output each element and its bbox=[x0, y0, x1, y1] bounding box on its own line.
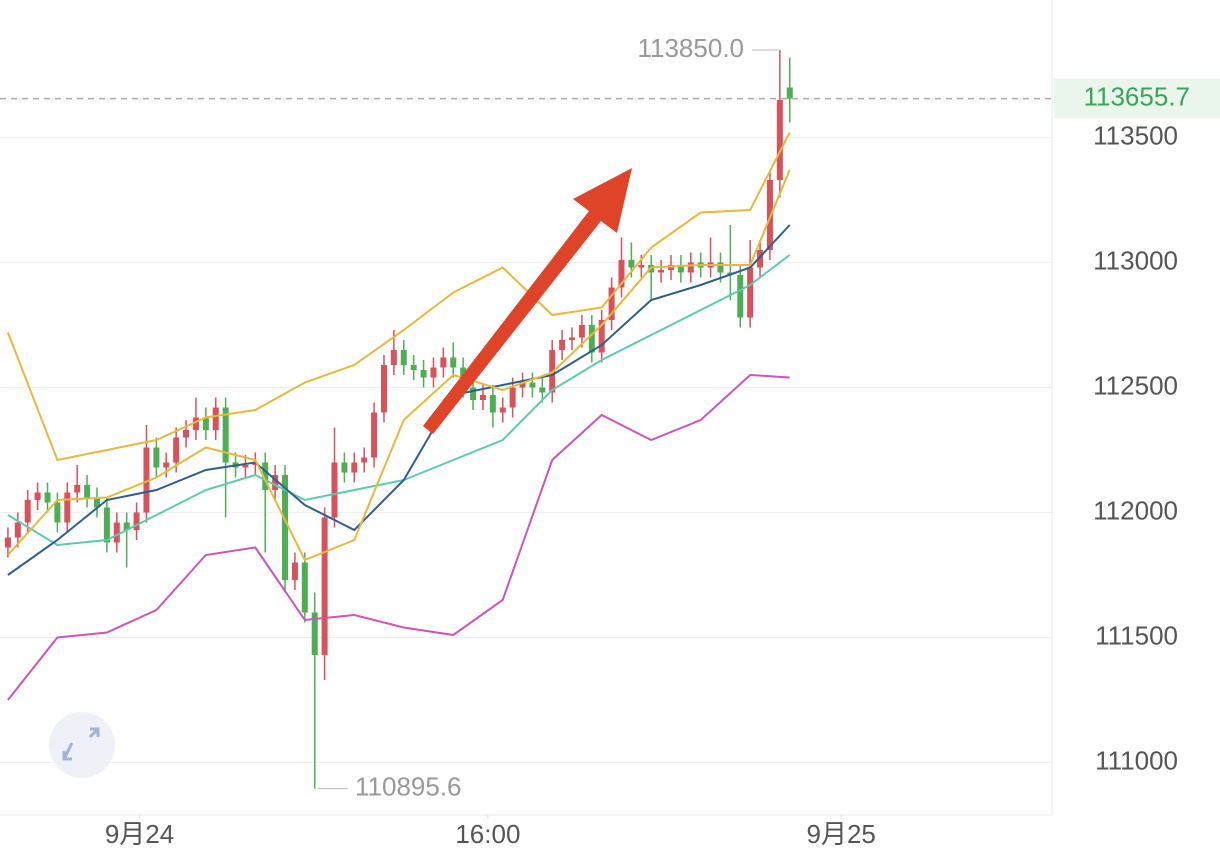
y-tick-label: 112000 bbox=[1093, 495, 1178, 525]
candle-body bbox=[747, 267, 754, 318]
candle-body bbox=[509, 387, 516, 408]
candle-body bbox=[262, 462, 269, 490]
candle-body bbox=[242, 465, 249, 468]
indicator-line bbox=[7, 254, 791, 547]
indicator-line bbox=[7, 224, 791, 576]
candle-body bbox=[588, 325, 595, 353]
candle-body bbox=[54, 502, 61, 523]
x-tick-label: 9月24 bbox=[105, 819, 174, 849]
trend-arrow bbox=[423, 168, 632, 434]
candle-body bbox=[351, 462, 358, 473]
candle-body bbox=[737, 275, 744, 318]
candle-body bbox=[430, 367, 437, 378]
y-tick-label: 112500 bbox=[1093, 370, 1178, 400]
candle-body bbox=[93, 497, 100, 508]
candle-body bbox=[470, 387, 477, 400]
candle-body bbox=[4, 537, 11, 548]
y-tick-label: 111000 bbox=[1095, 745, 1178, 775]
candle-body bbox=[163, 462, 170, 468]
candle-body bbox=[331, 462, 338, 518]
candle-body bbox=[84, 485, 91, 498]
candle-body bbox=[103, 507, 110, 543]
candle-body bbox=[192, 417, 199, 430]
candle-body bbox=[578, 325, 585, 338]
candle-body bbox=[24, 500, 31, 523]
candle-body bbox=[64, 492, 71, 523]
last-price-label: 113655.7 bbox=[1083, 81, 1190, 111]
candle-body bbox=[608, 287, 615, 320]
candle-body bbox=[757, 250, 764, 268]
candle-body bbox=[380, 365, 387, 413]
candle-body bbox=[717, 262, 724, 273]
candle-body bbox=[311, 612, 318, 655]
candle-body bbox=[618, 260, 625, 288]
candle-body bbox=[183, 430, 190, 438]
candle-body bbox=[34, 492, 41, 500]
indicator-line bbox=[7, 373, 790, 701]
y-tick-label: 111500 bbox=[1095, 620, 1178, 650]
candle-body bbox=[272, 475, 279, 490]
candle-body bbox=[143, 447, 150, 513]
candle-body bbox=[371, 412, 378, 458]
candle-body bbox=[529, 382, 536, 388]
high-label: 113850.0 bbox=[637, 33, 744, 63]
candle-body bbox=[390, 350, 397, 365]
y-tick-label: 113500 bbox=[1093, 120, 1178, 150]
candle-body bbox=[677, 265, 684, 273]
candle-body bbox=[202, 417, 209, 430]
indicator-line bbox=[7, 169, 791, 562]
candle-body bbox=[212, 407, 219, 430]
candle-body bbox=[74, 485, 81, 493]
candle-body bbox=[687, 262, 694, 273]
candle-body bbox=[123, 522, 130, 530]
candle-body bbox=[776, 100, 783, 180]
indicator-line bbox=[6, 132, 791, 462]
candle-body bbox=[361, 457, 368, 463]
candle-body bbox=[301, 562, 308, 613]
candle-body bbox=[291, 562, 298, 580]
candle-body bbox=[598, 320, 605, 353]
candle-body bbox=[133, 512, 140, 530]
candle-body bbox=[44, 492, 51, 503]
candle-body bbox=[786, 87, 793, 99]
candle-body bbox=[113, 522, 120, 543]
last-price-box bbox=[1054, 78, 1220, 119]
candle-body bbox=[658, 270, 665, 273]
candle-body bbox=[420, 370, 427, 378]
candle-body bbox=[410, 365, 417, 370]
candle-body bbox=[440, 357, 447, 368]
expand-button[interactable] bbox=[49, 712, 115, 778]
candle-body bbox=[341, 462, 348, 473]
candle-body bbox=[173, 437, 180, 463]
candle-body bbox=[479, 395, 486, 400]
candle-body bbox=[14, 522, 21, 538]
candle-body bbox=[519, 382, 526, 388]
x-tick-label: 9月25 bbox=[807, 819, 876, 849]
candle-body bbox=[569, 337, 576, 340]
x-tick-label: 16:00 bbox=[455, 819, 520, 849]
candle-body bbox=[489, 395, 496, 413]
candle-body bbox=[499, 407, 506, 413]
candle-body bbox=[638, 265, 645, 268]
candle-body bbox=[153, 447, 160, 468]
candle-body bbox=[559, 340, 566, 350]
low-label: 110895.6 bbox=[355, 771, 462, 801]
candle-body bbox=[222, 407, 229, 463]
expand-icon bbox=[62, 727, 100, 761]
candle-body bbox=[282, 475, 289, 580]
candle-body bbox=[539, 387, 546, 393]
candle-body bbox=[321, 517, 328, 655]
candle-body bbox=[628, 260, 635, 268]
y-tick-label: 113000 bbox=[1093, 245, 1178, 275]
candle-body bbox=[400, 350, 407, 365]
candle-body bbox=[450, 357, 457, 368]
